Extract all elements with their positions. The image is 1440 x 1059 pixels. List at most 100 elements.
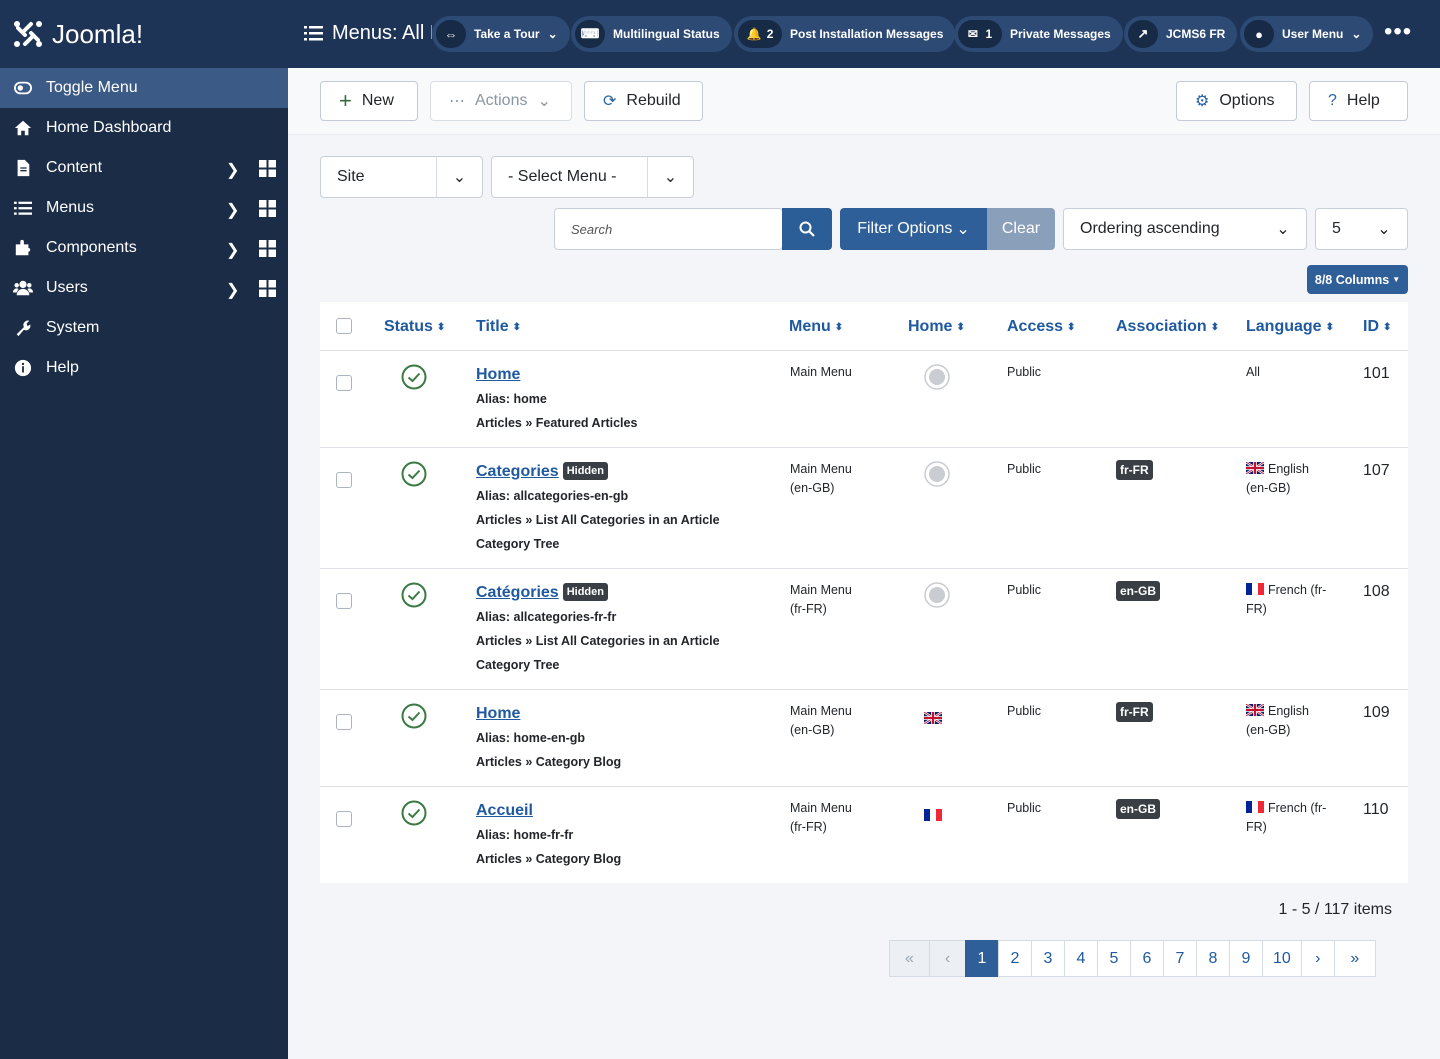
logo-text: Joomla!	[52, 18, 144, 49]
item-type: Articles » Category Blog	[476, 852, 622, 866]
ordering-select[interactable]: Ordering ascending ⌄	[1063, 208, 1307, 250]
select-all-checkbox[interactable]	[336, 318, 352, 334]
button-label: Filter Options	[857, 220, 953, 237]
sort-icon: ⬍	[834, 321, 844, 333]
logo[interactable]: Joomla!	[0, 0, 288, 68]
language-cell: French (fr-FR)	[1246, 581, 1332, 619]
rebuild-button[interactable]: ⟳ Rebuild	[584, 81, 703, 121]
next-page[interactable]: ›	[1300, 940, 1335, 977]
menu-item[interactable]: Help	[0, 348, 288, 388]
column-header[interactable]: ID ⬍	[1363, 318, 1391, 336]
pagination-summary: 1 - 5 / 117 items	[1278, 901, 1392, 918]
column-header[interactable]: Home ⬍	[908, 318, 965, 336]
more-button[interactable]: •••	[1384, 18, 1413, 45]
page-link[interactable]: 10	[1262, 940, 1302, 977]
tour-button[interactable]: ⇔ Take a Tour ⌄	[432, 16, 570, 52]
options-button[interactable]: ⚙ Options	[1176, 81, 1297, 121]
button-label: JCMS6 FR	[1166, 27, 1226, 41]
dashboard-icon[interactable]	[259, 240, 276, 257]
search-input[interactable]: Search	[554, 208, 783, 250]
menu-item[interactable]: Content ❯	[0, 148, 288, 188]
client-select[interactable]: Site ⌄	[320, 156, 483, 198]
menu-label: Help	[46, 359, 79, 376]
user-menu-button[interactable]: ● User Menu ⌄	[1240, 16, 1374, 52]
status-icon[interactable]	[401, 364, 427, 395]
page-link[interactable]: 2	[998, 940, 1032, 977]
dashboard-icon[interactable]	[259, 160, 276, 177]
limit-select[interactable]: 5 ⌄	[1315, 208, 1408, 250]
row-checkbox[interactable]	[336, 472, 352, 488]
page-link[interactable]: 8	[1196, 940, 1230, 977]
column-header[interactable]: Access ⬍	[1007, 318, 1075, 336]
new-button[interactable]: + New	[320, 81, 418, 121]
button-label: Post Installation Messages	[790, 27, 944, 41]
association-badge[interactable]: fr-FR	[1116, 702, 1153, 722]
row-checkbox[interactable]	[336, 811, 352, 827]
page-link[interactable]: 3	[1031, 940, 1065, 977]
filter-options-button[interactable]: Filter Options ⌄	[840, 208, 987, 250]
menu-select[interactable]: - Select Menu - ⌄	[491, 156, 694, 198]
dashboard-icon[interactable]	[259, 280, 276, 297]
search-button[interactable]	[782, 208, 832, 250]
sort-icon: ⬍	[1210, 321, 1220, 333]
column-header[interactable]: Title ⬍	[476, 318, 521, 336]
association-badge[interactable]: en-GB	[1116, 799, 1160, 819]
page-link[interactable]: 1	[965, 940, 999, 977]
page-link[interactable]: 6	[1130, 940, 1164, 977]
page-link[interactable]: 9	[1229, 940, 1263, 977]
page-link[interactable]: 4	[1064, 940, 1098, 977]
item-title-link[interactable]: Accueil	[476, 802, 533, 819]
post-install-button[interactable]: 🔔 2 Post Installation Messages	[734, 16, 956, 52]
select-value: - Select Menu -	[508, 168, 617, 185]
mail-icon: ✉	[967, 27, 978, 41]
item-title-link[interactable]: Home	[476, 366, 521, 383]
association-badge[interactable]: en-GB	[1116, 581, 1160, 601]
menu-item[interactable]: Components ❯	[0, 228, 288, 268]
column-header[interactable]: Menu ⬍	[789, 318, 843, 336]
first-page[interactable]: «	[889, 940, 930, 977]
chevron: ⌄	[1351, 27, 1362, 41]
row-checkbox[interactable]	[336, 593, 352, 609]
menu-item[interactable]: System	[0, 308, 288, 348]
item-title-link[interactable]: Home	[476, 705, 521, 722]
status-icon[interactable]	[401, 800, 427, 831]
status-icon[interactable]	[401, 703, 427, 734]
column-header[interactable]: Status ⬍	[384, 318, 445, 336]
title-cell: Accueil Alias: home-fr-fr Articles » Categ…	[476, 799, 776, 871]
association-badge[interactable]: fr-FR	[1116, 460, 1153, 480]
select-arrow: ⌄	[1276, 221, 1290, 238]
menu-item[interactable]: Home Dashboard	[0, 108, 288, 148]
multilingual-button[interactable]: ⌨ Multilingual Status	[571, 16, 732, 52]
clear-button[interactable]: Clear	[987, 208, 1055, 250]
last-page[interactable]: »	[1333, 940, 1376, 977]
row-checkbox[interactable]	[336, 714, 352, 730]
site-button[interactable]: ↗ JCMS6 FR	[1124, 16, 1238, 52]
icon	[16, 320, 31, 337]
status-icon[interactable]	[401, 582, 427, 613]
menu-item[interactable]: Users ❯	[0, 268, 288, 308]
column-header[interactable]: Language ⬍	[1246, 318, 1334, 336]
select-arrow: ⌄	[436, 157, 482, 197]
page-link[interactable]: 5	[1097, 940, 1131, 977]
prev-page[interactable]: ‹	[929, 940, 966, 977]
dashboard-icon[interactable]	[259, 200, 276, 217]
item-title-link[interactable]: Catégories	[476, 584, 559, 601]
language-cell: All	[1246, 363, 1332, 382]
column-header[interactable]: Association ⬍	[1116, 318, 1219, 336]
column-label: Title	[476, 318, 509, 335]
menu-item[interactable]: Menus ❯	[0, 188, 288, 228]
status-icon[interactable]	[401, 461, 427, 492]
actions-button[interactable]: ⋯ Actions ⌄	[430, 81, 572, 121]
placeholder: Search	[571, 221, 613, 237]
logo-icon	[14, 21, 42, 47]
columns-button[interactable]: 8/8 Columns ▼	[1307, 265, 1408, 294]
page-link[interactable]: 7	[1163, 940, 1197, 977]
table-row: Catégories Hidden Alias: allcategories-fr-…	[320, 568, 1408, 689]
dots-icon: ⋯	[449, 93, 465, 110]
row-checkbox[interactable]	[336, 375, 352, 391]
help-button[interactable]: ? Help	[1309, 81, 1408, 121]
messages-button[interactable]: ✉ 1 Private Messages	[954, 16, 1123, 52]
item-title-link[interactable]: Categories	[476, 463, 559, 480]
menu-item[interactable]: Toggle Menu	[0, 68, 288, 108]
item-type: Articles » Category Blog	[476, 755, 622, 769]
